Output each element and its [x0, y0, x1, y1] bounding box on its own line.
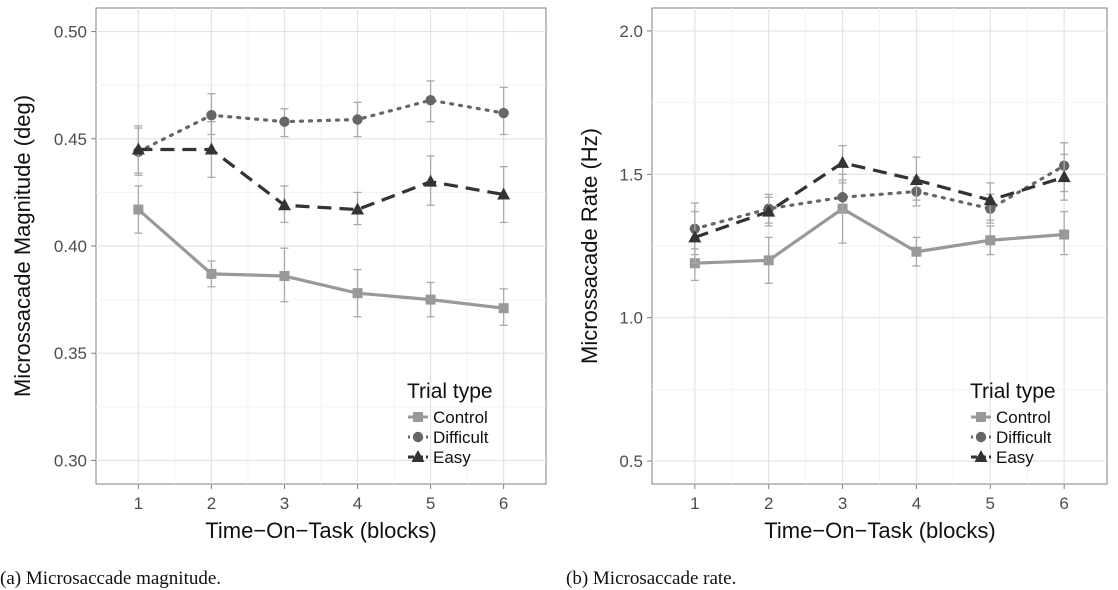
panel-a-y-ticks: 0.30 0.35 0.40 0.45 0.50	[54, 23, 96, 470]
series-control	[133, 185, 509, 326]
data-point	[763, 255, 774, 266]
data-point	[424, 174, 438, 187]
x-tick-label: 6	[1059, 494, 1068, 513]
legend-label: Difficult	[433, 428, 489, 447]
data-point	[1057, 170, 1071, 183]
series-line	[694, 161, 1065, 239]
legend-key-marker	[412, 431, 424, 443]
data-point	[498, 107, 509, 119]
series-easy	[131, 120, 511, 226]
data-point	[498, 303, 509, 314]
data-point	[279, 271, 290, 282]
y-tick-label: 0.35	[54, 344, 87, 363]
x-tick-label: 6	[499, 494, 508, 513]
y-tick-label: 1.0	[619, 309, 643, 328]
x-tick-label: 4	[353, 494, 362, 513]
data-point	[837, 192, 848, 203]
legend-key-marker	[411, 450, 425, 462]
legend-label: Control	[996, 408, 1051, 427]
data-point	[204, 142, 218, 155]
x-tick-label: 2	[207, 494, 216, 513]
x-tick-label: 3	[838, 494, 847, 513]
legend-item-difficult: Difficult	[971, 428, 1052, 447]
panel-a-legend-title: Trial type	[407, 380, 493, 403]
x-tick-label: 2	[764, 494, 773, 513]
data-point	[352, 288, 363, 299]
legend-item-difficult: Difficult	[408, 428, 489, 447]
legend-item-control: Control	[408, 408, 488, 427]
x-tick-label: 3	[280, 494, 289, 513]
data-point	[425, 94, 436, 106]
legend-key-marker	[975, 431, 987, 443]
y-tick-label: 2.0	[619, 22, 643, 41]
series-line	[138, 147, 504, 212]
panel-a-x-ticks: 1 2 3 4 5 6	[134, 484, 508, 513]
data-point	[279, 116, 290, 127]
data-point	[131, 142, 145, 155]
legend-key-marker	[974, 450, 988, 462]
y-tick-label: 0.45	[54, 130, 87, 149]
series-line	[136, 98, 506, 154]
data-point	[497, 187, 511, 200]
panel-b-x-ticks: 1 2 3 4 5 6	[690, 484, 1069, 513]
data-point	[909, 173, 923, 186]
series-easy	[688, 144, 1071, 264]
panel-b-x-axis-title: Time−On−Task (blocks)	[764, 518, 995, 543]
legend-item-control: Control	[971, 408, 1051, 427]
y-tick-label: 0.50	[54, 23, 87, 42]
series-line	[693, 164, 1066, 231]
panel-a-series	[131, 80, 511, 326]
x-tick-label: 1	[690, 494, 699, 513]
panel-a-caption: (a) Microsaccade magnitude.	[0, 568, 221, 589]
panel-a-y-axis-title: Microssacade Magnitude (deg)	[10, 95, 35, 397]
data-point	[425, 294, 436, 305]
panel-b-caption: (b) Microsaccade rate.	[566, 568, 736, 589]
series-difficult	[133, 80, 509, 174]
y-tick-label: 0.5	[619, 452, 643, 471]
panel-a-grid	[96, 8, 546, 484]
panel-b-series	[688, 142, 1071, 284]
legend-label: Easy	[996, 448, 1034, 467]
y-tick-label: 0.40	[54, 237, 87, 256]
data-point	[133, 204, 144, 215]
legend-key-marker	[413, 412, 423, 422]
legend-label: Easy	[433, 448, 471, 467]
panel-a: 0.30 0.35 0.40 0.45 0.50 1 2 3 4 5 6 Trial type C…	[0, 7, 547, 589]
data-point	[277, 198, 291, 211]
data-point	[762, 204, 776, 217]
data-point	[351, 202, 365, 215]
x-tick-label: 5	[986, 494, 995, 513]
x-tick-label: 1	[134, 494, 143, 513]
legend-item-easy: Easy	[971, 448, 1034, 467]
data-point	[985, 235, 996, 246]
series-line	[694, 207, 1065, 265]
panel-b: 0.5 1.0 1.5 2.0 1 2 3 4 5 6 Trial type ControlDi…	[566, 7, 1108, 589]
data-point	[1059, 229, 1070, 240]
x-tick-label: 5	[426, 494, 435, 513]
data-point	[688, 230, 702, 243]
data-point	[911, 246, 922, 257]
data-point	[836, 155, 850, 168]
y-tick-label: 1.5	[619, 165, 643, 184]
series-line	[137, 208, 504, 310]
panel-b-legend-title: Trial type	[970, 380, 1056, 403]
data-point	[206, 110, 217, 121]
x-tick-label: 4	[912, 494, 921, 513]
data-point	[352, 114, 363, 125]
panel-b-y-ticks: 0.5 1.0 1.5 2.0	[619, 22, 652, 471]
data-point	[983, 193, 997, 206]
data-point	[206, 268, 217, 279]
legend-key-marker	[976, 412, 986, 422]
panel-b-y-axis-title: Microssacade Rate (Hz)	[577, 128, 602, 364]
y-tick-label: 0.30	[54, 451, 87, 470]
panel-a-x-axis-title: Time−On−Task (blocks)	[205, 518, 436, 543]
legend-label: Control	[433, 408, 488, 427]
legend-label: Difficult	[996, 428, 1052, 447]
legend-item-easy: Easy	[408, 448, 471, 467]
